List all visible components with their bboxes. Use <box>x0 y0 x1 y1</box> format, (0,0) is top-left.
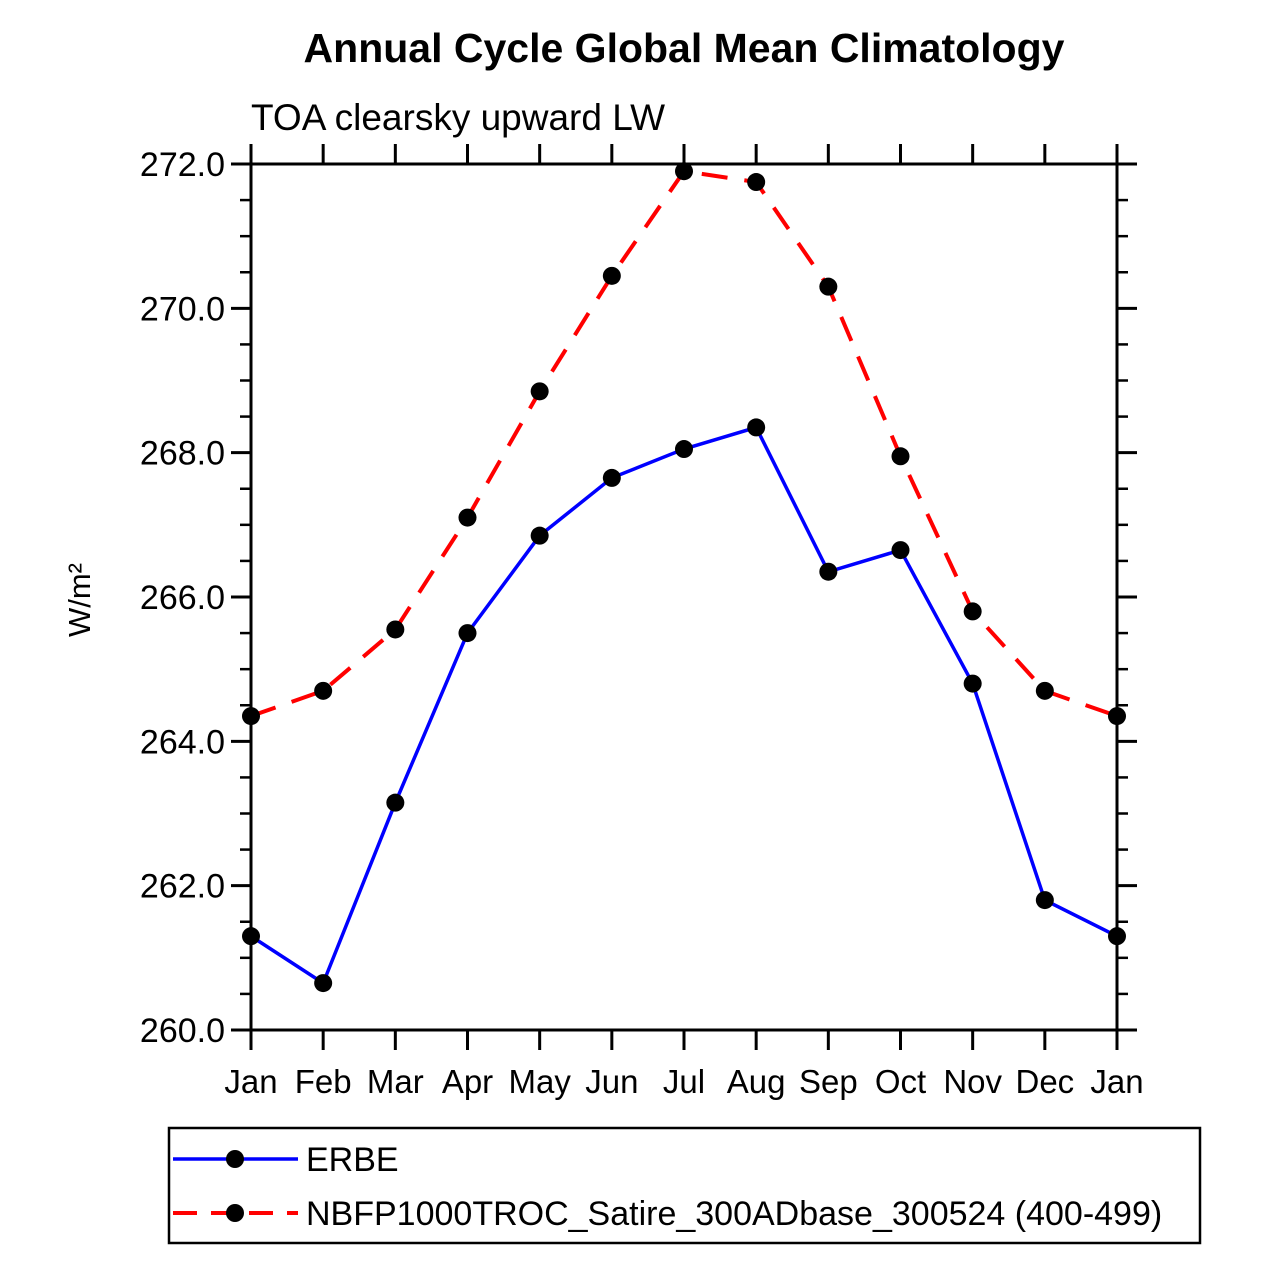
x-tick-label: Mar <box>367 1063 424 1100</box>
data-point-marker <box>891 541 910 560</box>
data-point-marker <box>530 382 549 401</box>
data-point-marker <box>1108 927 1126 946</box>
y-tick-label: 272.0 <box>140 146 225 184</box>
data-point-marker <box>1035 681 1054 700</box>
data-point-marker <box>747 418 766 437</box>
x-tick-label: Feb <box>295 1063 352 1100</box>
x-tick-label: Nov <box>943 1063 1002 1100</box>
data-point-marker <box>242 707 260 726</box>
y-tick-label: 268.0 <box>140 435 225 473</box>
data-point-marker <box>675 162 693 181</box>
data-point-marker <box>314 681 333 700</box>
x-tick-label: Sep <box>799 1063 858 1100</box>
legend-label-erbe: ERBE <box>306 1141 399 1179</box>
data-point-marker <box>747 173 766 192</box>
data-point-marker <box>530 526 549 545</box>
y-tick-label: 262.0 <box>140 868 225 906</box>
chart-subtitle: TOA clearsky upward LW <box>251 97 665 138</box>
x-tick-label: Apr <box>442 1063 493 1100</box>
legend-marker-erbe <box>226 1150 244 1168</box>
data-point-marker <box>963 602 982 621</box>
legend-box <box>167 1126 1202 1245</box>
data-point-marker <box>1108 707 1126 726</box>
x-tick-label: Jul <box>663 1063 705 1100</box>
chart-title: Annual Cycle Global Mean Climatology <box>304 25 1065 71</box>
data-point-marker <box>386 793 405 812</box>
x-tick-label: Jan <box>224 1063 277 1100</box>
data-point-marker <box>819 277 838 296</box>
y-tick-label: 264.0 <box>140 723 225 761</box>
data-point-marker <box>1035 891 1054 910</box>
legend-label-nbfp: NBFP1000TROC_Satire_300ADbase_300524 (40… <box>306 1195 1162 1233</box>
plot-frame <box>249 162 1119 1032</box>
data-point-marker <box>242 927 260 946</box>
y-axis-label: W/m² <box>62 563 97 637</box>
y-tick-label: 266.0 <box>140 579 225 617</box>
legend-marker-nbfp <box>226 1204 244 1222</box>
data-point-marker <box>458 624 477 643</box>
plot-series <box>242 162 1126 993</box>
series-line-0 <box>250 425 1118 986</box>
x-tick-label: May <box>508 1063 571 1100</box>
data-point-marker <box>386 620 405 639</box>
y-tick-label: 270.0 <box>140 290 225 328</box>
data-point-marker <box>891 447 910 466</box>
legend-entry-nbfp: NBFP1000TROC_Satire_300ADbase_300524 (40… <box>173 1195 1162 1233</box>
data-point-marker <box>458 508 477 527</box>
data-point-marker <box>602 468 621 487</box>
legend: ERBE NBFP1000TROC_Satire_300ADbase_30052… <box>167 1126 1202 1245</box>
axes: 260.0 262.0 264.0 266.0 268.0 270.0 272.0 Jan Fe… <box>140 144 1144 1100</box>
data-point-marker <box>602 266 621 285</box>
data-point-marker <box>675 440 693 459</box>
x-tick-label: Aug <box>727 1063 786 1100</box>
x-tick-label: Dec <box>1015 1063 1074 1100</box>
y-tick-label: 260.0 <box>140 1012 225 1050</box>
data-point-marker <box>963 674 982 693</box>
data-point-marker <box>819 562 838 581</box>
x-tick-label: Jun <box>585 1063 638 1100</box>
legend-entry-erbe: ERBE <box>173 1141 399 1179</box>
x-tick-label: Jan <box>1090 1063 1143 1100</box>
x-tick-label: Oct <box>875 1063 926 1100</box>
data-point-marker <box>314 974 333 993</box>
